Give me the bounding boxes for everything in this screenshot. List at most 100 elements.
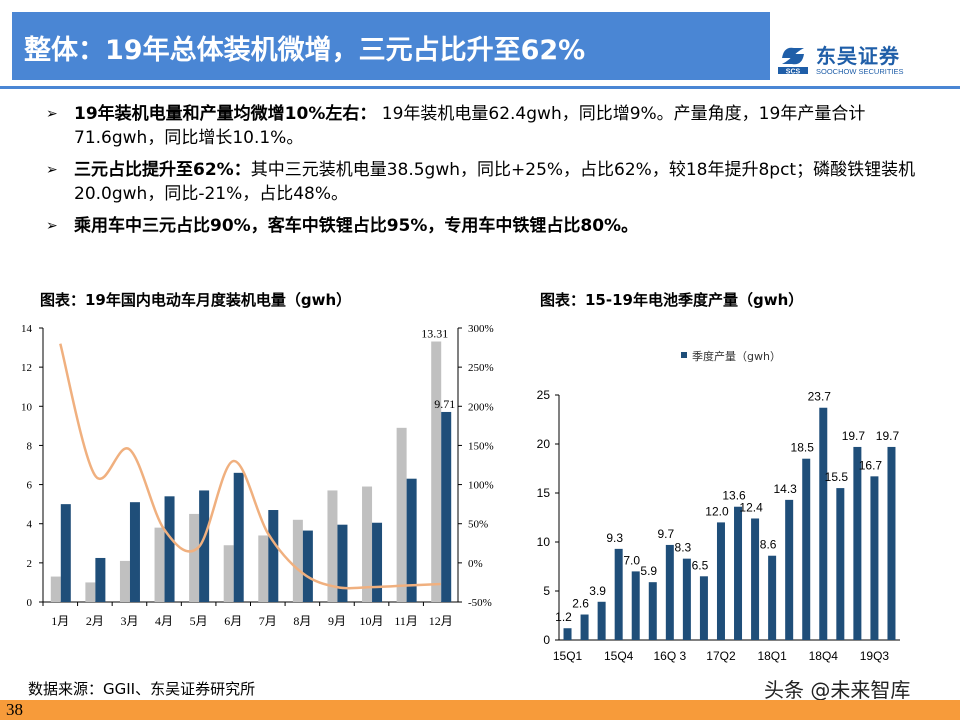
y2-tick-label: 250% (468, 362, 494, 374)
bar-quarter (785, 499, 794, 640)
bar-2018 (154, 527, 165, 602)
value-label: 2.6 (572, 597, 589, 611)
bar-2018 (362, 486, 373, 602)
bar-2019 (406, 478, 417, 602)
x-tick-label: 17Q2 (706, 649, 736, 663)
legend-label: 季度产量（gwh） (692, 349, 781, 363)
bar-2019 (60, 504, 71, 602)
bar-quarter (665, 544, 674, 640)
value-label: 8.3 (675, 541, 692, 555)
bullet-text: 19年装机电量62.4gwh，同比增9%。产量角度，19年产量合计71.6gwh… (74, 104, 866, 148)
value-label: 1.2 (555, 610, 572, 624)
bar-quarter (580, 614, 589, 640)
bar-quarter (819, 407, 828, 640)
value-label: 19.7 (842, 429, 866, 443)
value-label: 6.5 (692, 558, 709, 572)
bar-quarter (853, 446, 862, 640)
x-tick-label: 15Q1 (553, 649, 583, 663)
value-label: 16.7 (859, 458, 883, 472)
value-label: 7.0 (623, 553, 640, 567)
bar-quarter (716, 522, 725, 640)
value-label: 19.7 (876, 429, 900, 443)
x-tick-label: 6月 (224, 614, 242, 628)
value-label: 8.6 (760, 538, 777, 552)
y-tick-label: 4 (27, 519, 33, 531)
x-tick-label: 10月 (360, 614, 384, 628)
data-source: 数据来源：GGII、东吴证券研究所 (28, 680, 256, 698)
arrow-bullet-icon: ➢ (46, 162, 58, 178)
value-label: 5.9 (640, 564, 657, 578)
bar-2018 (327, 490, 338, 602)
y-tick-label: 2 (27, 558, 33, 570)
logo-abbr: SCS (786, 69, 801, 76)
bar-2018 (85, 582, 96, 602)
x-tick-label: 19Q3 (860, 649, 890, 663)
bar-quarter (836, 488, 845, 640)
bar-quarter (887, 446, 896, 640)
bar-2018 (50, 576, 61, 602)
y2-tick-label: 300% (468, 323, 494, 335)
arrow-bullet-icon: ➢ (46, 218, 58, 234)
bar-quarter (699, 576, 708, 640)
x-tick-label: 7月 (259, 614, 277, 628)
bar-2019 (268, 510, 279, 602)
value-label: 13.6 (722, 489, 746, 503)
chart2-title: 图表：15-19年电池季度产量（gwh） (540, 291, 804, 309)
yoy-growth-line (59, 343, 441, 590)
monthly-installation-chart: 0 2 4 6 8 10 12 14 -50% 0% 50% 100% 150% 200% 250% 300%… (21, 323, 494, 628)
bar-2018 (223, 545, 234, 602)
bullet-item: ➢ 乘用车中三元占比90%，客车中铁锂占比95%，专用车中铁锂占比80%。 (46, 214, 926, 238)
y-tick-label: 6 (27, 480, 33, 492)
bullet-heading: 三元占比提升至62%： (74, 160, 251, 180)
value-label: 3.9 (589, 584, 606, 598)
bar-2019 (95, 557, 106, 602)
bullet-item: ➢ 三元占比提升至62%：其中三元装机电量38.5gwh，同比+25%，占比62%… (46, 158, 926, 206)
value-label: 14.3 (773, 482, 797, 496)
y-tick-label: 20 (537, 437, 551, 451)
value-label: 23.7 (808, 390, 832, 404)
bar-2018 (119, 560, 130, 602)
logo-cn: 东吴证券 (816, 44, 900, 68)
bullet-text: 其中三元装机电量38.5gwh，同比+25%，占比62%，较18年提升8pct；… (74, 160, 916, 204)
y2-tick-label: 0% (468, 558, 483, 570)
legend-swatch (681, 352, 687, 358)
y2-tick-label: 50% (468, 519, 488, 531)
x-tick-label: 18Q4 (809, 649, 839, 663)
value-label: 9.7 (657, 527, 674, 541)
y-tick-label: 0 (27, 597, 33, 609)
quarterly-production-chart: 季度产量（gwh） 0 5 10 15 20 25 1.22.63.9 9.37.05.9 9.7… (537, 349, 900, 663)
bar-quarter (648, 582, 657, 640)
value-label: 18.5 (791, 441, 815, 455)
x-tick-label: 18Q1 (757, 649, 787, 663)
value-label: 12.4 (739, 500, 763, 514)
x-tick-label: 16Q 3 (653, 649, 686, 663)
y2-tick-label: 200% (468, 401, 494, 413)
bar-quarter (870, 476, 879, 640)
y-tick-label: 8 (27, 440, 33, 452)
bar-quarter (614, 548, 623, 640)
bar-2018 (258, 535, 269, 602)
x-tick-label: 9月 (328, 614, 346, 628)
bar-2018 (396, 427, 407, 602)
x-tick-label: 11月 (394, 614, 418, 628)
bar-2018 (189, 513, 200, 602)
x-tick-label: 2月 (86, 614, 104, 628)
footer-bar: 38 (0, 700, 960, 720)
y-tick-label: 10 (21, 401, 33, 413)
y-tick-label: 12 (21, 362, 32, 374)
bar-quarter (734, 506, 743, 640)
value-label: 9.3 (606, 531, 623, 545)
bar-2019 (372, 522, 383, 602)
bullet-item: ➢ 19年装机电量和产量均微增10%左右： 19年装机电量62.4gwh，同比增9… (46, 102, 926, 150)
y2-tick-label: 150% (468, 440, 494, 452)
y2-tick-label: -50% (468, 597, 492, 609)
bar-quarter (768, 555, 777, 640)
x-tick-label: 12月 (429, 614, 453, 628)
x-tick-label: 3月 (120, 614, 138, 628)
soochow-logo: SCS 东吴证券 SOOCHOW SECURITIES (778, 40, 918, 80)
y-tick-label: 5 (543, 584, 550, 598)
data-label: 9.71 (434, 397, 455, 411)
bar-quarter (682, 558, 691, 640)
y-tick-label: 10 (537, 535, 551, 549)
bar-quarter (597, 601, 606, 640)
